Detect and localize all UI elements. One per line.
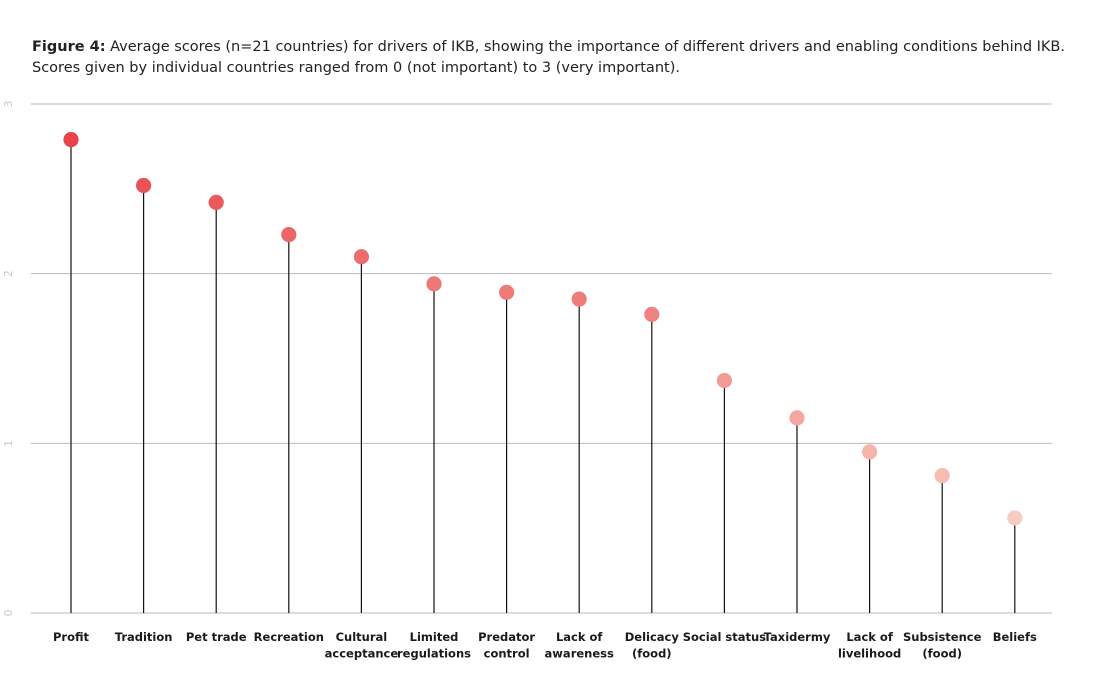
data-point — [63, 132, 79, 148]
figure-caption: Figure 4: Average scores (n=21 countries… — [32, 37, 1092, 79]
y-tick-label: 1 — [2, 440, 15, 447]
gridlines — [31, 103, 1052, 614]
data-point — [426, 276, 442, 292]
data-point — [499, 284, 515, 300]
x-tick-label: Predator control — [478, 630, 535, 661]
data-point — [644, 306, 660, 322]
x-tick-label: Beliefs — [993, 630, 1037, 644]
data-point — [136, 177, 152, 194]
data-point — [789, 410, 805, 426]
x-tick-label: Tradition — [115, 630, 173, 644]
x-tick-label: Delicacy (food) — [625, 630, 680, 661]
y-tick-label: 0 — [2, 610, 15, 617]
caption-label: Figure 4: — [32, 39, 106, 55]
caption-text-2: Scores given by individual countries ran… — [32, 60, 680, 76]
y-axis-ticks: 0 1 2 3 — [2, 101, 15, 617]
caption-line-1: Figure 4: Average scores (n=21 countries… — [32, 37, 1092, 58]
data-point — [716, 372, 733, 389]
data-point — [208, 194, 224, 211]
x-tick-label: Cultural acceptance — [325, 630, 399, 661]
x-tick-label: Taxidermy — [764, 630, 831, 644]
y-tick-label: 3 — [2, 101, 15, 108]
data-point — [1007, 510, 1023, 526]
data-point — [934, 467, 950, 484]
x-tick-label: Subsistence (food) — [903, 630, 982, 661]
x-tick-label: Social status — [683, 630, 766, 644]
x-tick-label: Lack of livelihood — [838, 630, 901, 661]
x-axis-labels: Profit Tradition Pet trade Recreation Cultur… — [53, 630, 1037, 661]
x-tick-label: Lack of awareness — [545, 630, 614, 661]
dots — [63, 132, 1023, 526]
y-tick-label: 2 — [2, 270, 15, 277]
x-tick-label: Limited regulations — [397, 630, 471, 661]
caption-text-1: Average scores (n=21 countries) for driv… — [105, 39, 1065, 55]
data-point — [571, 291, 587, 307]
data-point — [281, 227, 297, 243]
x-tick-label: Pet trade — [186, 630, 247, 644]
data-point — [353, 249, 369, 265]
data-point — [862, 444, 878, 460]
x-tick-label: Recreation — [254, 630, 324, 644]
stems — [70, 139, 1016, 613]
x-tick-label: Profit — [53, 630, 90, 644]
